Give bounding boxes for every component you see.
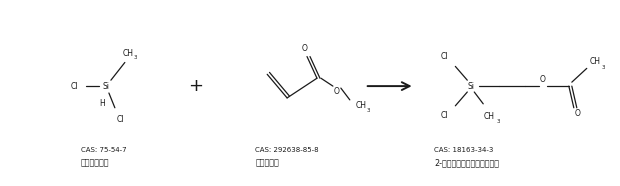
Text: Si: Si (467, 82, 475, 91)
Text: 3: 3 (497, 119, 500, 124)
Text: O: O (334, 86, 340, 96)
Text: O: O (575, 109, 581, 118)
Text: H: H (99, 99, 105, 108)
Text: 2-乙酰氧基乙基甲基二氯硅烷: 2-乙酰氧基乙基甲基二氯硅烷 (435, 158, 500, 167)
Text: Cl: Cl (70, 82, 78, 91)
Text: CH: CH (122, 49, 133, 58)
Text: 3: 3 (134, 55, 138, 60)
Text: CH: CH (484, 112, 495, 121)
Text: +: + (188, 77, 203, 95)
Text: CH: CH (589, 57, 600, 66)
Text: 3: 3 (367, 108, 371, 113)
Text: Cl: Cl (441, 52, 448, 61)
Text: Cl: Cl (441, 111, 448, 120)
Text: 3: 3 (602, 65, 605, 70)
Text: Cl: Cl (117, 115, 125, 124)
Text: CAS: 292638-85-8: CAS: 292638-85-8 (255, 147, 319, 153)
Text: O: O (540, 75, 546, 84)
Text: Si: Si (102, 82, 109, 91)
Text: CH: CH (355, 101, 366, 110)
Text: O: O (302, 44, 308, 53)
Text: 丙烯酸甲酯: 丙烯酸甲酯 (255, 158, 279, 167)
Text: CAS: 18163-34-3: CAS: 18163-34-3 (435, 147, 494, 153)
Text: CAS: 75-54-7: CAS: 75-54-7 (81, 147, 126, 153)
Text: 甲基二氯硅烷: 甲基二氯硅烷 (81, 158, 110, 167)
